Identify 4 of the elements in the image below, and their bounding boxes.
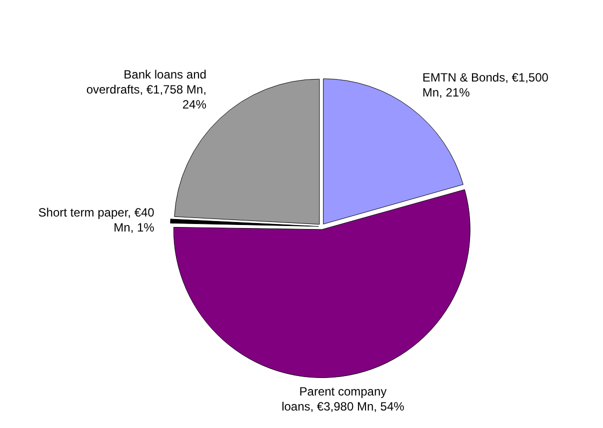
slice-label: EMTN & Bonds, €1,500 Mn, 21% bbox=[422, 70, 549, 100]
slice-label: Bank loans and overdrafts, €1,758 Mn, 24% bbox=[86, 67, 207, 112]
slice-label: Parent company loans, €3,980 Mn, 54% bbox=[282, 384, 405, 414]
slice-label: Short term paper, €40 Mn, 1% bbox=[38, 205, 155, 234]
